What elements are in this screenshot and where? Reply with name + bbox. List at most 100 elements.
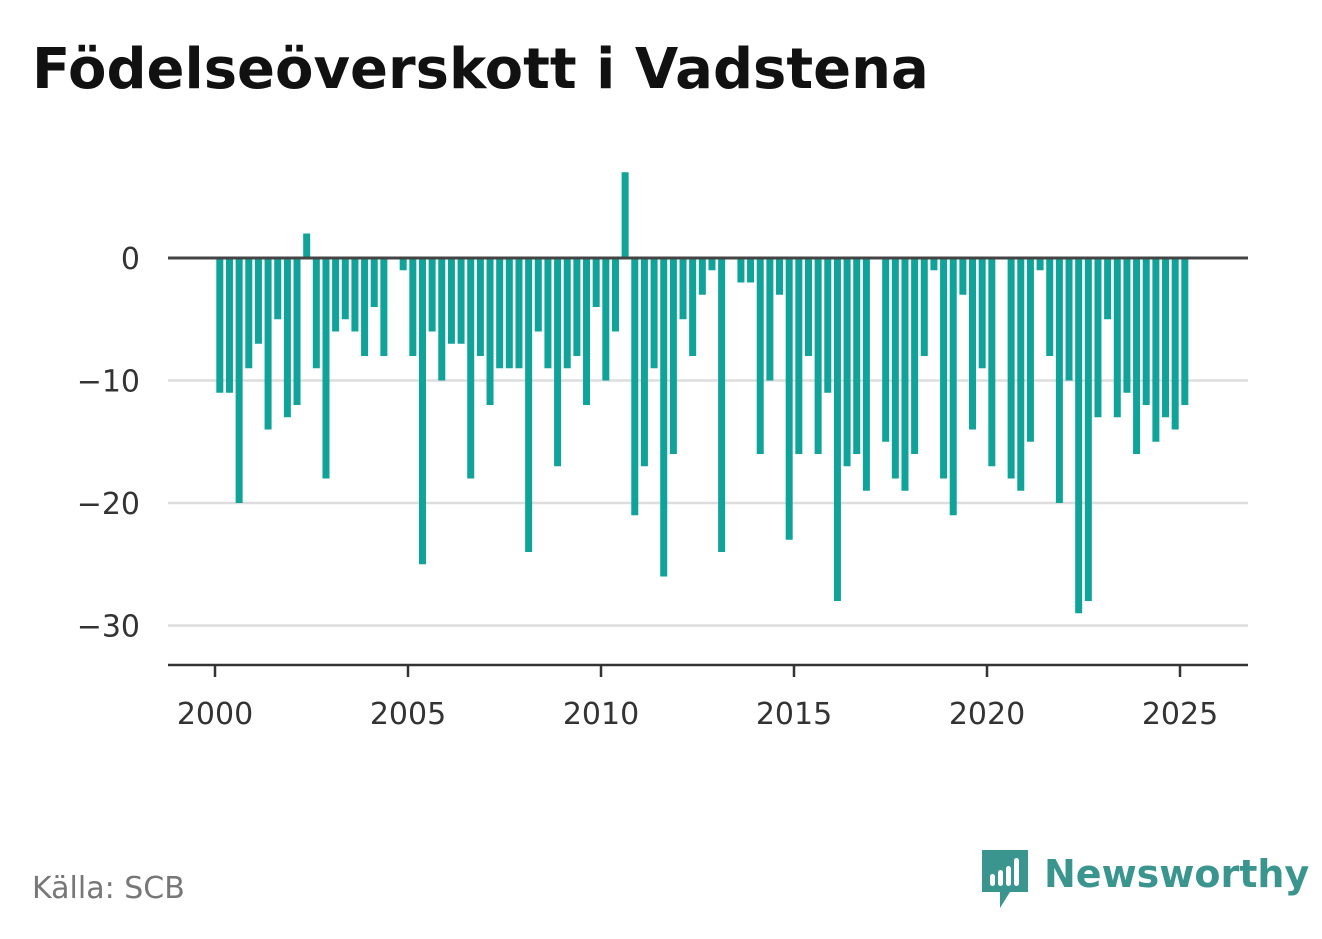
bar (862, 258, 870, 491)
bar (640, 258, 648, 467)
bar (776, 258, 784, 295)
bar (341, 258, 349, 320)
bar (399, 258, 407, 271)
bar (978, 258, 986, 369)
bar (1104, 258, 1112, 320)
source-note: Källa: SCB (32, 871, 185, 906)
bar (592, 258, 600, 307)
bar (447, 258, 455, 344)
bar (312, 258, 320, 369)
bar (505, 258, 513, 369)
bar (679, 258, 687, 320)
bar (853, 258, 861, 454)
bar (476, 258, 484, 356)
bar (1017, 258, 1025, 491)
bar (940, 258, 948, 479)
y-tick-label: −20 (77, 487, 140, 522)
brand-name: Newsworthy (1044, 852, 1310, 896)
bar (1026, 258, 1034, 442)
bar (332, 258, 340, 332)
bar (486, 258, 494, 405)
bar (766, 258, 774, 381)
bar (496, 258, 504, 369)
bar (1133, 258, 1141, 454)
bar (303, 233, 311, 258)
x-tick-label: 2015 (756, 697, 832, 732)
bar (611, 258, 619, 332)
bar (650, 258, 658, 369)
x-tick-label: 2010 (563, 697, 639, 732)
bar (370, 258, 378, 307)
bar (824, 258, 832, 393)
bar (351, 258, 359, 332)
bar (293, 258, 301, 405)
bar (747, 258, 755, 283)
bar (920, 258, 928, 356)
bar (283, 258, 291, 418)
bar (737, 258, 745, 283)
bar (930, 258, 938, 271)
bar (843, 258, 851, 467)
bar (544, 258, 552, 369)
y-tick-labels: 0 −10 −20 −30 (77, 242, 140, 645)
bar (428, 258, 436, 332)
bar (1084, 258, 1092, 601)
bar (1142, 258, 1150, 405)
bar (911, 258, 919, 454)
bar (785, 258, 793, 540)
bar (1075, 258, 1083, 614)
bar (254, 258, 262, 344)
x-tick-label: 2005 (370, 697, 446, 732)
x-tick-label: 2000 (177, 697, 253, 732)
bar (891, 258, 899, 479)
bar (621, 172, 629, 258)
bar (814, 258, 822, 454)
bar (245, 258, 253, 369)
y-tick-label: 0 (121, 242, 140, 277)
bar-chart-speech-bubble-icon (982, 850, 1028, 908)
bar (959, 258, 967, 295)
bar (322, 258, 330, 479)
bar (708, 258, 716, 271)
bar (698, 258, 706, 295)
bar (660, 258, 668, 577)
bar (1162, 258, 1170, 418)
x-ticks: 2000 2005 2010 2015 2020 2025 (177, 665, 1218, 732)
bar (235, 258, 243, 503)
bar (988, 258, 996, 467)
bar (583, 258, 591, 405)
bar (216, 258, 224, 393)
bar (361, 258, 369, 356)
bar (833, 258, 841, 601)
x-tick-label: 2025 (1142, 697, 1218, 732)
bar (1181, 258, 1189, 405)
bar (515, 258, 523, 369)
bar (1152, 258, 1160, 442)
bar (380, 258, 388, 356)
bar (1113, 258, 1121, 418)
bar (1046, 258, 1054, 356)
brand-logo[interactable]: Newsworthy (980, 848, 1309, 910)
bar (264, 258, 272, 430)
bar (525, 258, 533, 552)
bars (216, 172, 1189, 614)
bar (1036, 258, 1044, 271)
x-tick-label: 2020 (949, 697, 1025, 732)
bar (631, 258, 639, 516)
bar (554, 258, 562, 467)
bar (669, 258, 677, 454)
bar (1007, 258, 1015, 479)
bar (438, 258, 446, 381)
bar (534, 258, 542, 332)
bar (563, 258, 571, 369)
bar (418, 258, 426, 565)
bar (804, 258, 812, 356)
bar (573, 258, 581, 356)
y-tick-label: −30 (77, 610, 140, 645)
bar (457, 258, 465, 344)
bar (1094, 258, 1102, 418)
bar (602, 258, 610, 381)
bar (969, 258, 977, 430)
bar (1171, 258, 1179, 430)
